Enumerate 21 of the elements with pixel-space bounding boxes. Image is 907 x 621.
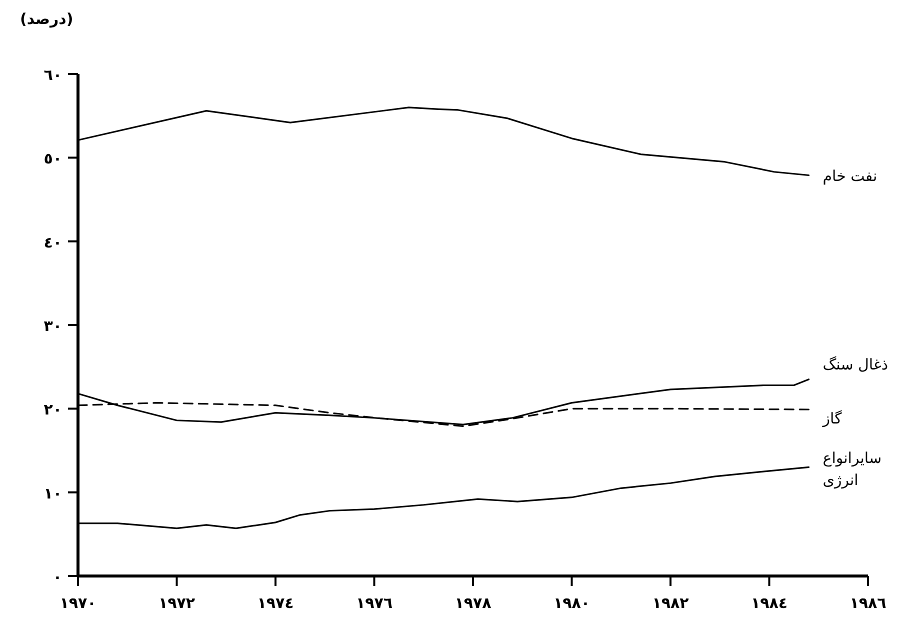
y-tick-label: ٢٠ — [44, 400, 62, 419]
x-tick-label: ١٩٧٤ — [257, 594, 294, 612]
y-axis-title: (درصد) — [20, 10, 74, 28]
x-tick-label: ١٩٨٤ — [750, 594, 788, 612]
x-tick-label: ١٩٧٦ — [356, 594, 393, 612]
series-label: سایرانواع انرژی — [822, 449, 882, 490]
x-tick-label: ١٩٨٠ — [553, 594, 590, 612]
y-tick-label: ٦٠ — [44, 66, 62, 84]
y-tick-label: ٣٠ — [44, 317, 62, 335]
y-tick-label: ٥٠ — [44, 150, 62, 168]
series-label: نفت خام — [822, 167, 878, 186]
x-tick-label: ١٩٨٦ — [850, 594, 886, 612]
y-tick-label: ٠ — [52, 568, 62, 586]
y-tick-label: ٤٠ — [44, 233, 62, 252]
x-tick-label: ١٩٨٢ — [652, 594, 689, 612]
x-tick-label: ١٩٧٨ — [454, 594, 492, 612]
x-tick-label: ١٩٧٠ — [60, 594, 96, 612]
y-tick-label: ١٠ — [44, 484, 62, 502]
series-label: گاز — [822, 410, 842, 428]
series-label: ذغال سنگ — [822, 355, 888, 374]
x-tick-label: ١٩٧٢ — [158, 594, 196, 612]
